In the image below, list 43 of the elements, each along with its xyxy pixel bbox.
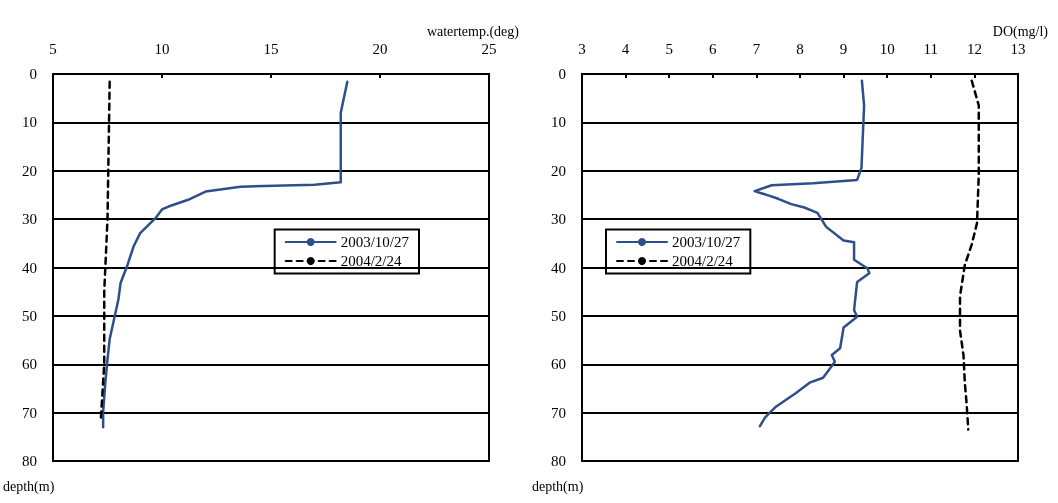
legend-label: 2004/2/24 (672, 253, 734, 269)
y-tick-label: 0 (29, 66, 37, 82)
y-tick-label: 80 (22, 453, 37, 469)
y-tick-label: 70 (22, 404, 37, 421)
x-tick-label: 11 (923, 40, 939, 57)
y-tick-label: 80 (551, 453, 566, 469)
x-tick-label: 13 (1010, 40, 1026, 57)
legend-label: 2003/10/27 (672, 234, 741, 250)
y-tick-label: 60 (551, 356, 566, 373)
x-axis-title: watertemp.(deg) (426, 23, 520, 40)
y-tick-label: 10 (551, 114, 566, 131)
x-tick-label: 20 (372, 40, 388, 57)
x-tick-label: 6 (709, 40, 718, 57)
line-series (753, 79, 871, 428)
x-tick-label: 7 (752, 40, 761, 57)
x-tick-label: 25 (481, 40, 497, 57)
y-tick-label: 30 (22, 211, 37, 228)
y-tick-label: 70 (551, 404, 566, 421)
x-tick-label: 4 (621, 40, 630, 57)
y-tick-label: 50 (551, 307, 566, 324)
y-tick-label: 60 (22, 356, 37, 373)
x-tick-label: 3 (578, 40, 586, 57)
legend-label: 2004/2/24 (340, 253, 402, 269)
y-tick-label: 40 (551, 259, 566, 276)
x-axis-title: DO(mg/l) (992, 23, 1049, 40)
y-tick-label: 10 (22, 114, 37, 131)
y-tick-label: 30 (551, 211, 566, 228)
x-tick-label: 15 (263, 40, 279, 57)
x-tick-label: 5 (665, 40, 673, 57)
y-axis-title: depth(m) (3, 478, 55, 495)
y-tick-label: 50 (22, 307, 37, 324)
x-tick-label: 10 (154, 40, 170, 57)
x-tick-label: 12 (966, 40, 982, 57)
y-tick-label: 0 (558, 66, 566, 82)
y-tick-label: 20 (22, 162, 37, 179)
y-tick-label: 40 (22, 259, 37, 276)
x-tick-label: 10 (879, 40, 895, 57)
x-tick-label: 9 (839, 40, 848, 57)
legend-label: 2003/10/27 (340, 234, 410, 250)
x-tick-label: 5 (49, 40, 57, 57)
y-axis-title: depth(m) (532, 478, 584, 495)
x-tick-label: 8 (796, 40, 804, 57)
y-tick-label: 20 (551, 162, 566, 179)
